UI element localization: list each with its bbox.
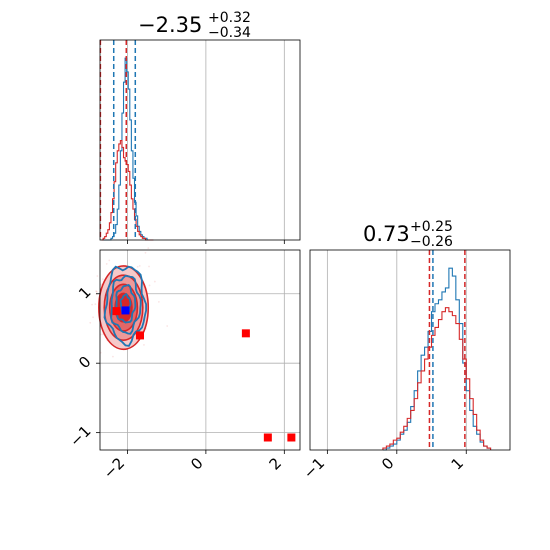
sample-point — [166, 325, 169, 327]
sample-point — [112, 355, 114, 358]
y-tick-label: 0 — [75, 353, 94, 372]
blue-contour — [110, 274, 142, 335]
y-ticks: −1 0 1 — [66, 283, 100, 450]
quantile-lines — [428, 250, 466, 450]
x-tick-label: −1 — [300, 454, 328, 482]
marker-point — [263, 433, 272, 442]
quantile-lines — [99, 40, 137, 240]
x-ticks: −1 0 1 — [300, 450, 467, 482]
axes-frame — [99, 249, 301, 451]
sample-point — [96, 275, 99, 277]
x-tick-label: −2 — [100, 454, 128, 482]
hist-line-1 — [382, 307, 492, 450]
sample-point — [157, 300, 160, 303]
sample-point — [148, 265, 150, 268]
sample-point — [147, 247, 150, 250]
sample-point — [105, 263, 108, 265]
panel-title-plus: +0.32 — [208, 10, 251, 26]
blue-contour — [115, 283, 137, 324]
panel-title-minus: −0.34 — [208, 25, 251, 41]
sample-point — [95, 290, 98, 293]
grid-lines — [100, 250, 300, 450]
y-tick-label: 1 — [75, 283, 94, 302]
sample-point — [100, 283, 103, 286]
sample-point — [108, 259, 111, 262]
y-tick-label: −1 — [66, 422, 94, 450]
sample-point — [144, 251, 147, 254]
sample-point — [80, 289, 83, 292]
sample-point — [91, 303, 93, 306]
x-tick-label: 2 — [266, 454, 285, 473]
sample-point — [92, 316, 95, 319]
x-ticks: −2 0 2 — [100, 450, 285, 482]
marker-points — [112, 306, 296, 442]
hist-line-0 — [382, 267, 492, 451]
blue-contour — [103, 265, 147, 347]
marker-point — [121, 306, 130, 315]
density-contours — [80, 247, 169, 358]
sample-point — [95, 290, 98, 293]
marginal-hist-panel-2: −1 0 1 0.73 +0.25 −0.26 — [300, 219, 511, 482]
sample-point — [101, 278, 104, 281]
marker-point — [136, 331, 144, 340]
sample-point — [143, 344, 145, 346]
marginal-hist-panel-1: −2.35 +0.32 −0.34 — [99, 10, 301, 244]
axes-frame — [99, 39, 301, 241]
sample-point — [148, 284, 151, 287]
hist-line-1 — [101, 139, 154, 241]
sample-point — [138, 264, 141, 267]
marker-point — [112, 307, 121, 316]
sample-point — [89, 321, 92, 324]
axes-frame — [309, 249, 511, 451]
x-ticks — [127, 240, 285, 244]
grid-lines-x — [127, 40, 285, 240]
hist-series — [382, 267, 492, 451]
sample-point — [153, 280, 156, 283]
grid-lines-x — [326, 250, 467, 450]
sample-point — [94, 303, 97, 306]
marker-point — [287, 433, 296, 442]
panel-title-minus: −0.26 — [410, 234, 453, 250]
x-tick-label: 0 — [187, 454, 206, 473]
sample-point — [136, 265, 139, 268]
panel-title-main: 0.73 — [363, 222, 410, 246]
joint-scatter-panel: −2 0 2 −1 0 1 — [66, 247, 301, 482]
x-tick-label: 0 — [378, 454, 397, 473]
panel-title-main: −2.35 — [138, 13, 202, 37]
marker-point — [241, 329, 250, 338]
panel-title-plus: +0.25 — [410, 219, 453, 235]
x-tick-label: 1 — [448, 454, 467, 473]
